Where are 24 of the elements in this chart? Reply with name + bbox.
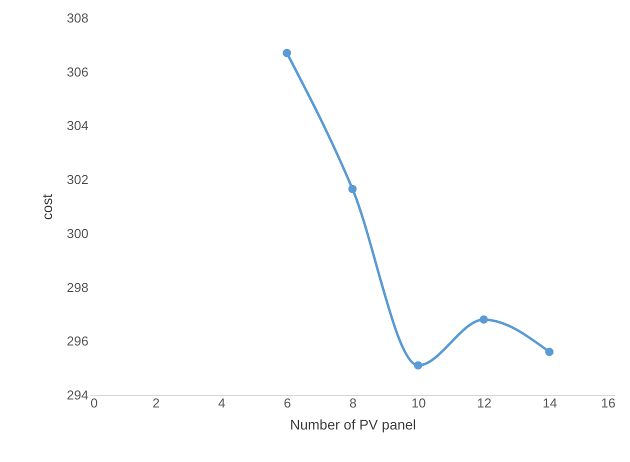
- x-tick-label: 8: [349, 396, 357, 410]
- x-tick-label: 14: [542, 396, 558, 410]
- point: [414, 361, 422, 370]
- y-tick-label: 302: [66, 172, 88, 188]
- y-axis-title: cost: [38, 194, 55, 220]
- point: [348, 184, 357, 194]
- x-tick-label: 16: [601, 396, 616, 410]
- x-axis-title: Number of PV panel: [290, 416, 416, 432]
- x-tick-label: 4: [218, 396, 226, 410]
- y-tick-label: 300: [66, 226, 88, 241]
- x-tick-label: 12: [477, 396, 492, 410]
- x-tick-label: 6: [284, 396, 291, 410]
- y-tick-label: 294: [66, 388, 88, 402]
- y-tick-label: 308: [66, 10, 88, 26]
- point: [282, 48, 292, 58]
- x-tick-label: 10: [411, 396, 426, 410]
- point: [545, 348, 554, 356]
- x-tick-label: 2: [152, 396, 160, 410]
- point: [480, 315, 488, 324]
- y-tick-label: 306: [66, 64, 88, 80]
- x-tick-label: 0: [90, 396, 98, 410]
- y-tick-label: 296: [66, 334, 88, 349]
- y-tick-label: 298: [66, 280, 88, 295]
- y-tick-label: 304: [66, 118, 88, 134]
